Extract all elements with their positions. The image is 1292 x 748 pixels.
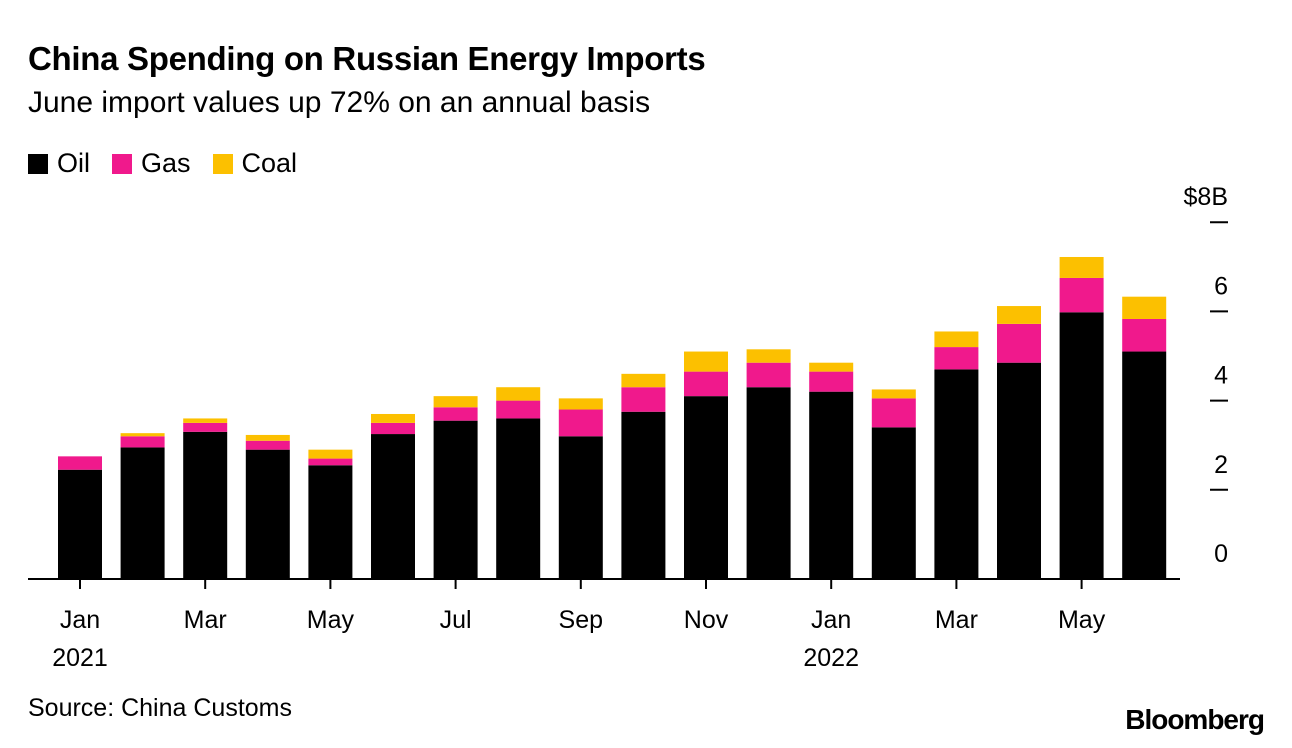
legend-swatch-oil xyxy=(28,153,48,174)
bar-oil xyxy=(621,411,666,579)
x-tick-year-label: 2022 xyxy=(803,644,859,672)
legend-label-oil: Oil xyxy=(57,148,90,178)
bar-oil xyxy=(997,362,1041,579)
chart-subtitle: June import values up 72% on an annual b… xyxy=(28,86,651,119)
bar-coal xyxy=(684,351,728,372)
bar-coal xyxy=(746,349,791,363)
x-tick-label: Jan xyxy=(811,606,851,634)
bar-gas xyxy=(1122,318,1167,352)
bar-oil xyxy=(558,436,603,579)
bar-gas xyxy=(621,387,666,412)
bar-gas xyxy=(120,436,165,448)
bar-oil xyxy=(183,431,228,579)
bar-coal xyxy=(120,433,165,437)
x-tick-year-label: 2021 xyxy=(52,644,108,672)
bar-coal xyxy=(245,434,290,441)
bar-gas xyxy=(1059,277,1104,313)
bar-coal xyxy=(183,418,228,423)
legend-label-gas: Gas xyxy=(141,148,191,178)
bar-gas xyxy=(746,362,791,388)
bar-coal xyxy=(934,331,979,348)
legend-item-gas: Gas xyxy=(112,148,191,179)
bar-coal xyxy=(371,413,415,423)
source-note: Source: China Customs xyxy=(28,694,293,722)
bar-oil xyxy=(58,469,102,579)
bar-gas xyxy=(997,323,1041,363)
bar-coal xyxy=(1059,256,1104,278)
bar-coal xyxy=(1122,296,1167,319)
x-tick-label: Nov xyxy=(684,606,729,634)
x-tick-label: Mar xyxy=(935,606,978,634)
legend-item-oil: Oil xyxy=(28,148,90,179)
legend: Oil Gas Coal xyxy=(28,148,319,179)
bar-gas xyxy=(684,371,728,397)
bar-oil xyxy=(308,465,353,579)
bar-oil xyxy=(809,391,854,579)
x-tick-label: May xyxy=(307,606,355,634)
x-tick-label: Mar xyxy=(184,606,227,634)
bar-gas xyxy=(809,371,854,392)
bloomberg-logo: Bloomberg xyxy=(1125,704,1265,735)
bar-coal xyxy=(433,396,478,408)
legend-swatch-coal xyxy=(212,153,233,174)
bar-gas xyxy=(871,398,916,428)
bar-coal xyxy=(308,449,353,459)
bar-oil xyxy=(746,387,791,579)
bar-gas xyxy=(433,407,478,421)
bar-gas xyxy=(371,422,415,435)
legend-swatch-gas xyxy=(112,153,132,174)
bar-coal xyxy=(558,398,603,410)
bar-gas xyxy=(308,458,353,466)
bar-oil xyxy=(1059,312,1104,579)
x-tick-label: May xyxy=(1058,606,1106,634)
bar-oil xyxy=(684,396,728,579)
bar-coal xyxy=(621,373,666,388)
bar-oil xyxy=(245,449,290,579)
bar-gas xyxy=(934,347,979,370)
y-tick-label: 6 xyxy=(1214,272,1228,300)
bar-oil xyxy=(371,434,415,579)
bar-gas xyxy=(58,456,102,470)
bar-gas xyxy=(558,409,603,437)
bar-oil xyxy=(496,418,541,579)
bar-gas xyxy=(496,400,541,419)
bar-gas xyxy=(183,422,228,432)
y-tick-label: $8B xyxy=(1184,183,1228,211)
bar-coal xyxy=(809,362,854,372)
legend-item-coal: Coal xyxy=(212,148,298,179)
chart-title: China Spending on Russian Energy Imports xyxy=(28,40,706,77)
bar-oil xyxy=(433,420,478,579)
bar-coal xyxy=(496,387,541,401)
bar-coal xyxy=(871,389,916,399)
legend-label-coal: Coal xyxy=(241,148,298,178)
bar-gas xyxy=(245,440,290,450)
bar-oil xyxy=(871,427,916,579)
x-tick-label: Jan xyxy=(60,606,100,634)
y-tick-label: 2 xyxy=(1214,451,1228,479)
x-tick-label: Sep xyxy=(559,606,603,634)
y-tick-label: 0 xyxy=(1214,540,1228,568)
y-tick-label: 4 xyxy=(1214,362,1228,390)
x-tick-label: Jul xyxy=(440,606,472,634)
bar-oil xyxy=(1122,351,1167,579)
bar-coal xyxy=(997,306,1041,324)
bar-oil xyxy=(120,447,165,579)
bar-oil xyxy=(934,369,979,579)
